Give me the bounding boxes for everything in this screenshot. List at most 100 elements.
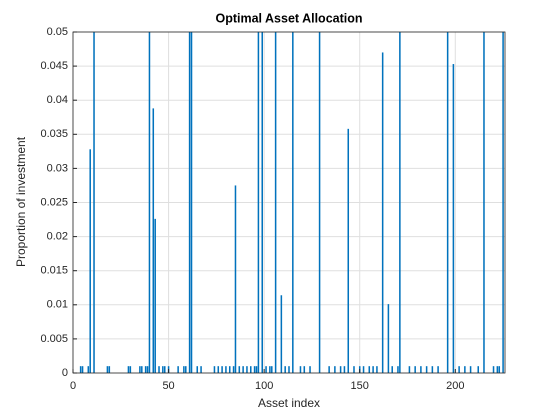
bar — [452, 64, 455, 373]
bar — [309, 366, 311, 373]
bar — [328, 366, 330, 373]
bar — [200, 366, 202, 373]
y-tick-label: 0.005 — [40, 333, 68, 345]
bar — [221, 366, 223, 373]
bar — [391, 366, 393, 373]
bar — [303, 366, 306, 373]
bar — [353, 366, 355, 373]
bar — [93, 32, 95, 373]
bar — [368, 366, 371, 373]
bar — [387, 304, 390, 373]
bar — [437, 366, 439, 373]
bar — [334, 366, 336, 373]
x-axis-label: Asset index — [258, 396, 320, 410]
bar — [477, 366, 480, 373]
bar — [299, 366, 302, 373]
bar — [271, 366, 273, 373]
bar — [431, 366, 434, 373]
bar — [269, 366, 271, 373]
bar — [238, 366, 241, 373]
y-tick-label: 0.03 — [47, 162, 68, 174]
bar — [498, 366, 501, 373]
bar — [381, 52, 384, 373]
bar — [213, 366, 216, 373]
bar — [154, 218, 156, 373]
x-tick-label: 150 — [351, 380, 369, 392]
bar — [458, 366, 460, 373]
bar — [469, 366, 472, 373]
bar — [343, 366, 346, 373]
bar — [483, 32, 485, 373]
x-tick-label: 200 — [446, 380, 464, 392]
bar — [87, 366, 90, 373]
bar — [292, 32, 294, 373]
bar — [81, 366, 84, 373]
bar — [129, 366, 132, 373]
y-tick-label: 0.035 — [40, 128, 68, 140]
bar — [232, 366, 235, 373]
y-tick-label: 0 — [62, 367, 68, 379]
bar — [446, 32, 449, 373]
bar — [196, 366, 199, 373]
bar — [177, 366, 179, 373]
bar — [399, 32, 401, 373]
y-tick-label: 0.01 — [47, 299, 68, 311]
bar — [425, 366, 428, 373]
bar — [152, 108, 155, 373]
bar — [280, 295, 283, 373]
y-tick-label: 0.05 — [47, 26, 68, 38]
x-tick-label: 50 — [162, 380, 174, 392]
bar — [242, 366, 244, 373]
bar — [162, 366, 164, 373]
bar — [496, 366, 499, 373]
bar — [158, 366, 160, 373]
bar — [257, 32, 260, 373]
x-tick-label: 0 — [70, 380, 76, 392]
bar — [183, 366, 185, 373]
bar — [362, 366, 365, 373]
bar — [127, 366, 130, 373]
bar — [146, 366, 149, 373]
bar — [79, 366, 82, 373]
bar — [339, 366, 342, 373]
bar — [188, 32, 191, 373]
bar — [139, 366, 141, 373]
bar — [464, 366, 466, 373]
bar — [106, 366, 109, 373]
bar — [163, 366, 166, 373]
bar — [89, 149, 91, 373]
bar — [217, 366, 220, 373]
bar — [148, 32, 151, 373]
bar — [414, 366, 416, 373]
bar — [144, 366, 147, 373]
y-tick-label: 0.04 — [47, 94, 68, 106]
bar — [190, 32, 193, 373]
bar — [288, 366, 290, 373]
bar — [492, 366, 495, 373]
bar — [141, 366, 143, 373]
y-tick-label: 0.025 — [40, 196, 68, 208]
bar — [228, 366, 231, 373]
bar — [397, 366, 399, 373]
bar — [347, 128, 350, 373]
bar — [108, 366, 111, 373]
bar — [318, 32, 321, 373]
bar — [261, 32, 264, 373]
bar — [408, 366, 411, 373]
bar — [372, 366, 374, 373]
bars — [79, 32, 504, 373]
bar — [420, 366, 422, 373]
bar — [185, 366, 187, 373]
bar — [246, 366, 248, 373]
y-tick-label: 0.015 — [40, 265, 68, 277]
bar — [274, 32, 277, 373]
bar — [502, 32, 504, 373]
y-axis-label: Proportion of investment — [14, 136, 28, 267]
y-tick-label: 0.045 — [40, 60, 68, 72]
chart-title: Optimal Asset Allocation — [215, 11, 362, 25]
bar — [265, 366, 267, 373]
bar — [250, 366, 252, 373]
bar — [253, 366, 256, 373]
